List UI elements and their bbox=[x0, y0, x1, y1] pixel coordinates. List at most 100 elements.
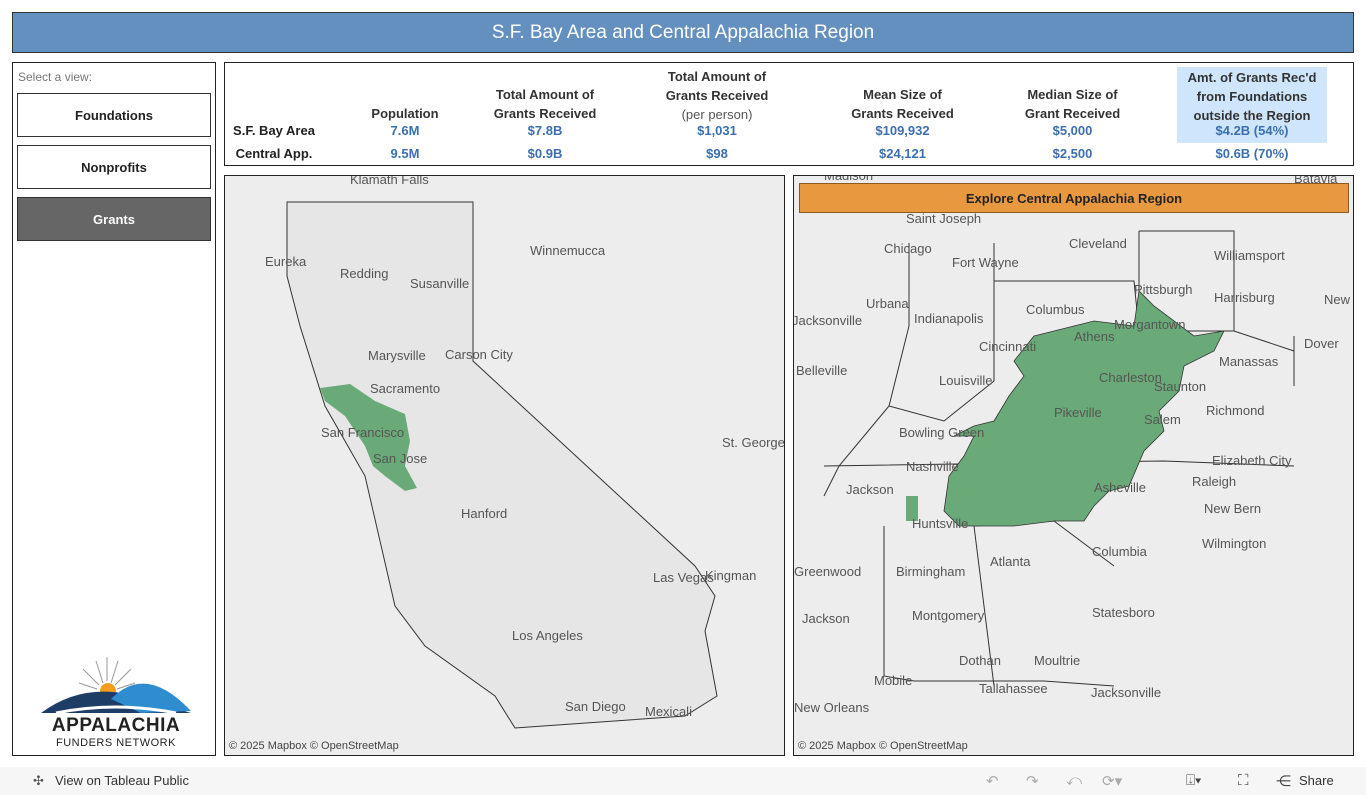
eastern-us-outline bbox=[823, 230, 1295, 687]
city-label: Mexicali bbox=[645, 704, 692, 719]
map-copyright: © 2025 Mapbox © OpenStreetMap bbox=[798, 740, 968, 752]
city-label: Sacramento bbox=[370, 381, 441, 396]
city-label: Chicago bbox=[884, 241, 932, 256]
city-label: Jacksonville bbox=[793, 313, 863, 328]
city-label: New Bern bbox=[1204, 501, 1262, 516]
view-on-tableau-link[interactable]: View on Tableau Public bbox=[55, 773, 189, 788]
header-subtext: (per person) bbox=[681, 107, 753, 122]
select-view-label: Select a view: bbox=[18, 70, 93, 84]
city-label: Charleston bbox=[1099, 370, 1162, 385]
tableau-logo-icon: ✣ bbox=[33, 773, 44, 788]
logo-text-funders-network: FUNDERS NETWORK bbox=[56, 737, 176, 749]
stat-value: $1,031 bbox=[697, 123, 737, 138]
appalachia-funders-logo: APPALACHIA FUNDERS NETWORK bbox=[41, 653, 191, 751]
city-label: Richmond bbox=[1206, 403, 1265, 418]
row-label-sf-bay: S.F. Bay Area bbox=[233, 123, 315, 138]
city-label: Salem bbox=[1144, 412, 1181, 427]
city-label: New Orleans bbox=[794, 700, 870, 715]
header-population: Population bbox=[371, 106, 439, 121]
city-label: Birmingham bbox=[896, 564, 966, 579]
map-copyright: © 2025 Mapbox © OpenStreetMap bbox=[229, 740, 399, 752]
city-label: Dover bbox=[1304, 336, 1339, 351]
city-label: Saint Joseph bbox=[906, 211, 982, 226]
city-label: Jackson bbox=[802, 611, 850, 626]
stat-value: 7.6M bbox=[390, 123, 420, 138]
revert-icon[interactable]: ⤺ bbox=[1066, 772, 1083, 789]
stat-value: $0.9B bbox=[527, 146, 563, 161]
view-button-nonprofits[interactable]: Nonprofits bbox=[17, 145, 211, 189]
city-label: St. George bbox=[722, 435, 785, 450]
city-label: Eureka bbox=[265, 254, 307, 269]
refresh-icon[interactable]: ⟳▾ bbox=[1102, 773, 1123, 790]
city-label: Klamath Falls bbox=[350, 175, 429, 187]
mountain-sun-icon bbox=[41, 657, 191, 715]
city-label: Raleigh bbox=[1192, 474, 1237, 489]
redo-icon[interactable]: ↷ bbox=[1026, 773, 1039, 790]
city-label: Athens bbox=[1074, 329, 1115, 344]
share-button[interactable]: Share bbox=[1299, 773, 1334, 788]
city-label: Batavia bbox=[1294, 175, 1338, 186]
view-selector-panel: Select a view: Foundations Nonprofits Gr… bbox=[12, 62, 216, 756]
city-label: Moultrie bbox=[1034, 653, 1081, 668]
stat-value: $0.6B (70%) bbox=[1215, 146, 1289, 161]
city-label: Cincinnati bbox=[979, 339, 1037, 354]
stat-value: $109,932 bbox=[875, 123, 930, 138]
city-label: Greenwood bbox=[794, 564, 862, 579]
city-label: Belleville bbox=[796, 363, 848, 378]
city-label: Madison bbox=[824, 175, 874, 183]
city-label: Marysville bbox=[368, 348, 426, 363]
city-label: New bbox=[1324, 292, 1351, 307]
logo-text-appalachia: APPALACHIA bbox=[51, 715, 181, 736]
summary-stats-table: Population Total Amount of Grants Receiv… bbox=[224, 62, 1354, 166]
stat-value: 9.5M bbox=[390, 146, 420, 161]
city-label: San Jose bbox=[373, 451, 428, 466]
map-central-appalachia[interactable]: Explore Central Appalachia Region Madiso… bbox=[793, 175, 1354, 756]
stat-value: $5,000 bbox=[1052, 123, 1093, 138]
stat-value: $98 bbox=[706, 146, 728, 161]
highlight-column bbox=[1177, 67, 1327, 143]
city-label: Louisville bbox=[939, 373, 993, 388]
row-label-central-app: Central App. bbox=[235, 146, 313, 161]
city-label: Williamsport bbox=[1214, 248, 1285, 263]
map-sf-bay-area[interactable]: Klamath Falls Eureka Redding Susanville Winn… bbox=[224, 175, 785, 756]
city-label: Dothan bbox=[959, 653, 1001, 668]
city-label: Wilmington bbox=[1202, 536, 1267, 551]
city-label: Jackson bbox=[846, 482, 894, 497]
fullscreen-icon[interactable]: ⛶ bbox=[1238, 772, 1249, 789]
city-label: Mobile bbox=[874, 673, 913, 688]
header-mean-size: Mean Size of Grants Received bbox=[851, 87, 954, 121]
city-label: San Francisco bbox=[321, 425, 405, 440]
city-label: Indianapolis bbox=[914, 311, 984, 326]
dashboard-title: S.F. Bay Area and Central Appalachia Reg… bbox=[12, 12, 1354, 53]
explore-central-appalachia-button[interactable]: Explore Central Appalachia Region bbox=[799, 183, 1349, 213]
city-label: Las Vegas bbox=[653, 570, 714, 585]
download-icon[interactable]: ⍗▾ bbox=[1186, 772, 1202, 789]
share-icon[interactable]: ⋲ bbox=[1276, 773, 1291, 790]
city-label: Staunton bbox=[1154, 379, 1207, 394]
city-label: Montgomery bbox=[912, 608, 985, 623]
header-total-grants-per-person: Total Amount of Grants Received (per pers… bbox=[657, 67, 777, 124]
city-label: Carson City bbox=[445, 347, 513, 362]
view-button-foundations[interactable]: Foundations bbox=[17, 93, 211, 137]
city-label: Bowling Green bbox=[899, 425, 985, 440]
city-label: Asheville bbox=[1094, 480, 1147, 495]
stat-value: $7.8B bbox=[527, 123, 563, 138]
city-label: Los Angeles bbox=[512, 628, 583, 643]
tableau-toolbar: ✣ View on Tableau Public ↶ ↷ ⤺ ⟳▾ ⍗▾ ⛶ ⋲… bbox=[0, 767, 1366, 795]
city-label: Fort Wayne bbox=[952, 255, 1019, 270]
city-label: Pittsburgh bbox=[1134, 282, 1193, 297]
california-outline bbox=[286, 201, 718, 729]
sf-bay-region bbox=[320, 384, 417, 491]
city-label: Huntsville bbox=[912, 516, 969, 531]
city-label: Morgantown bbox=[1114, 317, 1186, 332]
stat-value: $2,500 bbox=[1052, 146, 1093, 161]
undo-icon[interactable]: ↶ bbox=[986, 773, 999, 790]
city-label: Nashville bbox=[906, 459, 959, 474]
central-appalachia-region bbox=[943, 290, 1225, 527]
city-label: Atlanta bbox=[990, 554, 1031, 569]
view-button-grants[interactable]: Grants bbox=[17, 197, 211, 241]
city-label: Manassas bbox=[1219, 354, 1279, 369]
city-label: Susanville bbox=[410, 276, 470, 291]
city-label: Columbus bbox=[1026, 302, 1085, 317]
header-text: Total Amount of Grants Received bbox=[665, 69, 769, 103]
